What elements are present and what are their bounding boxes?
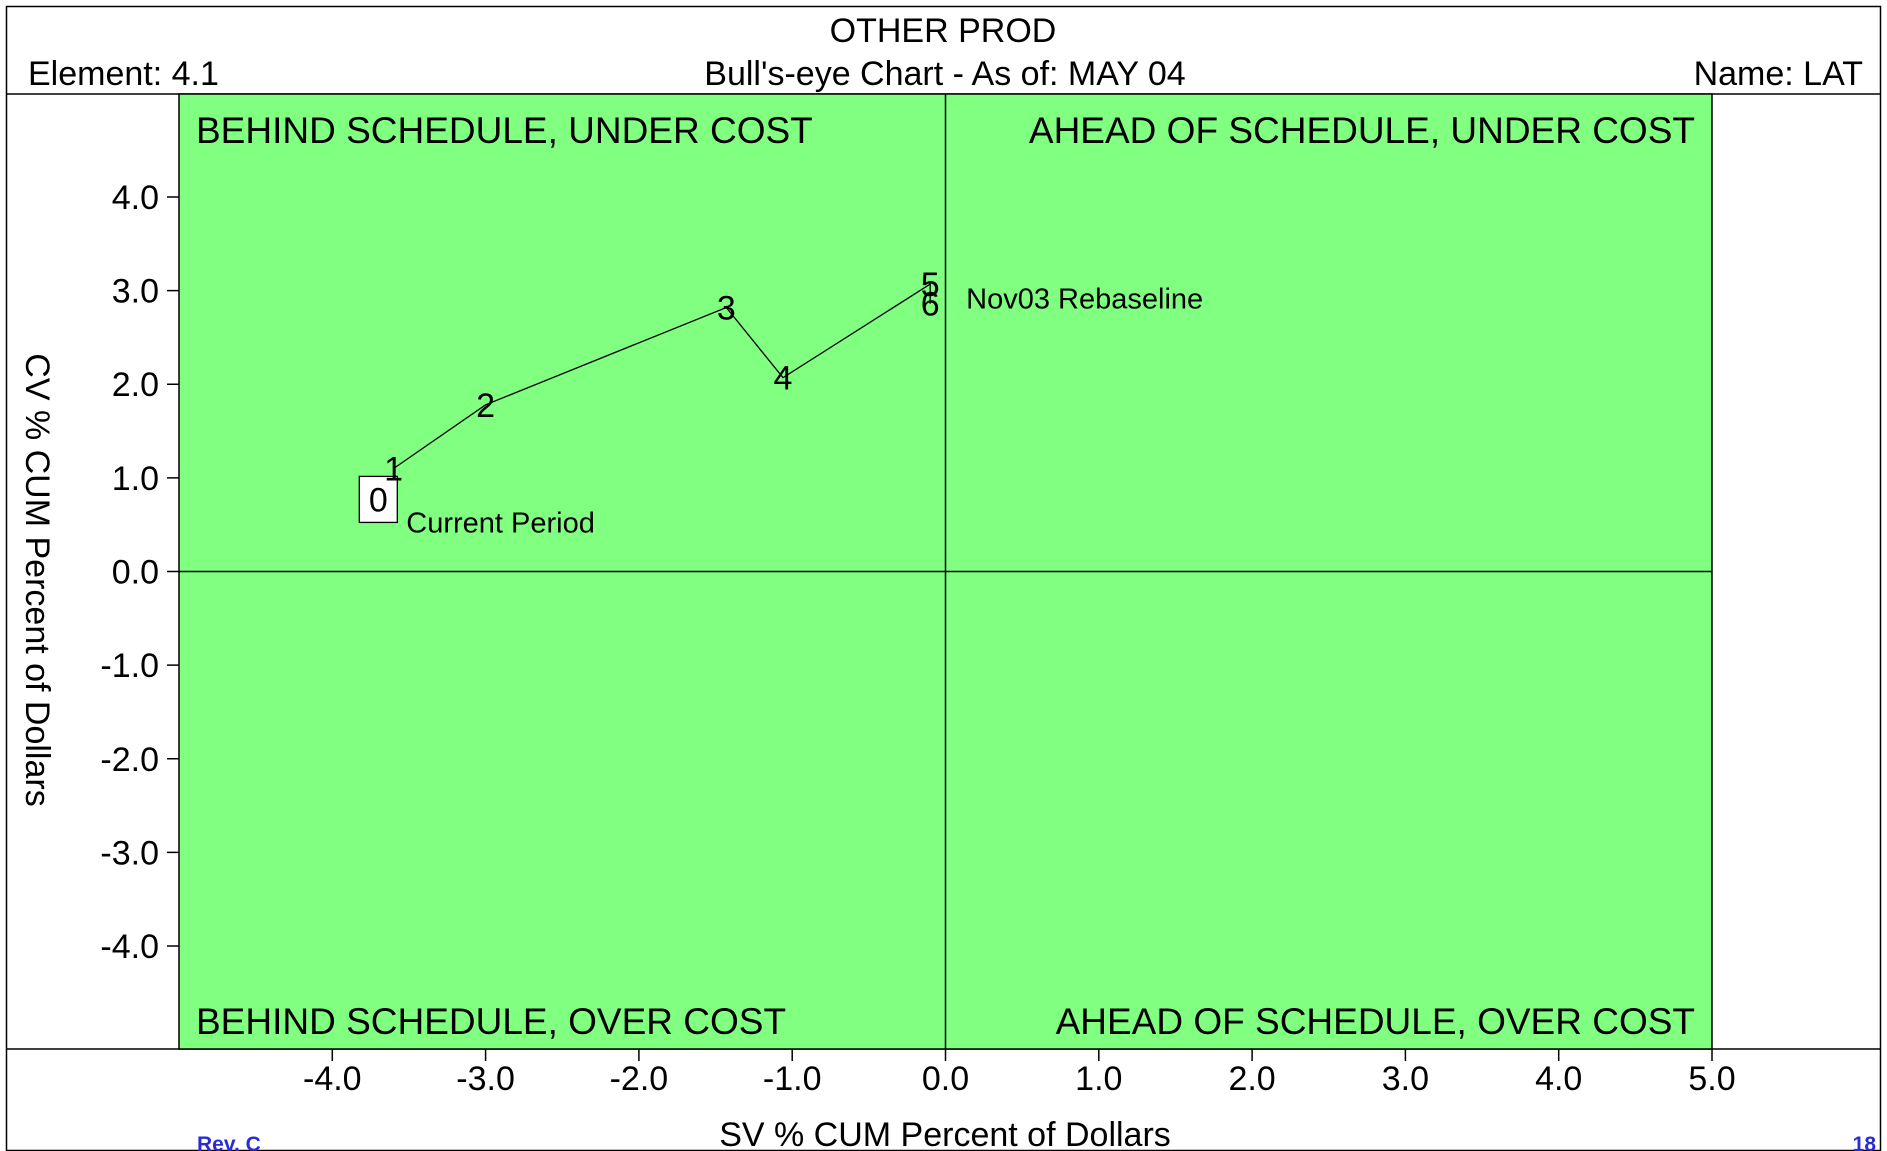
cumulative-variance-trend-line bbox=[393, 282, 931, 470]
element-label: Element: 4.1 bbox=[28, 55, 219, 93]
x-tick-label: -1.0 bbox=[763, 1060, 822, 1098]
x-axis: -4.0 -3.0 -2.0 -1.0 0.0 1.0 2.0 3.0 4.0 5.0 bbox=[303, 1049, 1736, 1098]
y-axis-title: CV % CUM Percent of Dollars bbox=[18, 353, 56, 806]
y-tick-label: 4.0 bbox=[112, 179, 159, 217]
quadrant-label-top-right: AHEAD OF SCHEDULE, UNDER COST bbox=[1029, 110, 1695, 151]
y-tick-label: 0.0 bbox=[112, 554, 159, 592]
x-tick-label: -3.0 bbox=[456, 1060, 515, 1098]
x-axis-title: SV % CUM Percent of Dollars bbox=[719, 1116, 1171, 1151]
y-tick-label: -4.0 bbox=[100, 928, 159, 966]
y-tick-label: 1.0 bbox=[112, 460, 159, 498]
x-tick-label: 0.0 bbox=[922, 1060, 969, 1098]
x-tick-label: 2.0 bbox=[1228, 1060, 1275, 1098]
page-number: 18 bbox=[1853, 1133, 1877, 1151]
data-point-1: 1 bbox=[384, 451, 403, 489]
data-point-6: 6 bbox=[921, 286, 940, 324]
annotation-label: Nov03 Rebaseline bbox=[966, 284, 1203, 316]
data-point-4: 4 bbox=[774, 360, 793, 398]
y-tick-label: -3.0 bbox=[100, 834, 159, 872]
x-tick-label: 5.0 bbox=[1688, 1060, 1735, 1098]
chart-subtitle: Bull's-eye Chart - As of: MAY 04 bbox=[704, 55, 1185, 93]
x-tick-label: 1.0 bbox=[1075, 1060, 1122, 1098]
y-tick-label: -2.0 bbox=[100, 741, 159, 779]
chart-title: OTHER PROD bbox=[830, 12, 1057, 50]
data-point-5: 5 bbox=[921, 266, 940, 304]
annotation-label: Current Period bbox=[406, 507, 595, 539]
current-period-marker-box bbox=[358, 475, 398, 524]
data-point-labels: 01 2 34 56 bbox=[358, 266, 940, 524]
x-tick-label: 4.0 bbox=[1535, 1060, 1582, 1098]
quadrant-label-bottom-left: BEHIND SCHEDULE, OVER COST bbox=[196, 1001, 786, 1042]
chart-annotations: Current Period Nov03 Rebaseline bbox=[406, 284, 1203, 540]
y-tick-label: 3.0 bbox=[112, 273, 159, 311]
x-tick-label: -4.0 bbox=[303, 1060, 362, 1098]
data-point-0: 0 bbox=[369, 481, 388, 519]
data-point-2: 2 bbox=[476, 387, 495, 425]
quadrant-label-top-left: BEHIND SCHEDULE, UNDER COST bbox=[196, 110, 813, 151]
revision-label: Rev. C bbox=[197, 1133, 261, 1151]
y-tick-label: 2.0 bbox=[112, 366, 159, 404]
name-label: Name: LAT bbox=[1694, 55, 1863, 93]
x-tick-label: -2.0 bbox=[610, 1060, 669, 1098]
y-tick-label: -1.0 bbox=[100, 647, 159, 685]
y-axis: 4.0 3.0 2.0 1.0 0.0 -1.0 -2.0 -3.0 -4.0 bbox=[100, 179, 179, 966]
x-tick-label: 3.0 bbox=[1382, 1060, 1429, 1098]
data-point-3: 3 bbox=[717, 289, 736, 327]
quadrant-label-bottom-right: AHEAD OF SCHEDULE, OVER COST bbox=[1056, 1001, 1695, 1042]
